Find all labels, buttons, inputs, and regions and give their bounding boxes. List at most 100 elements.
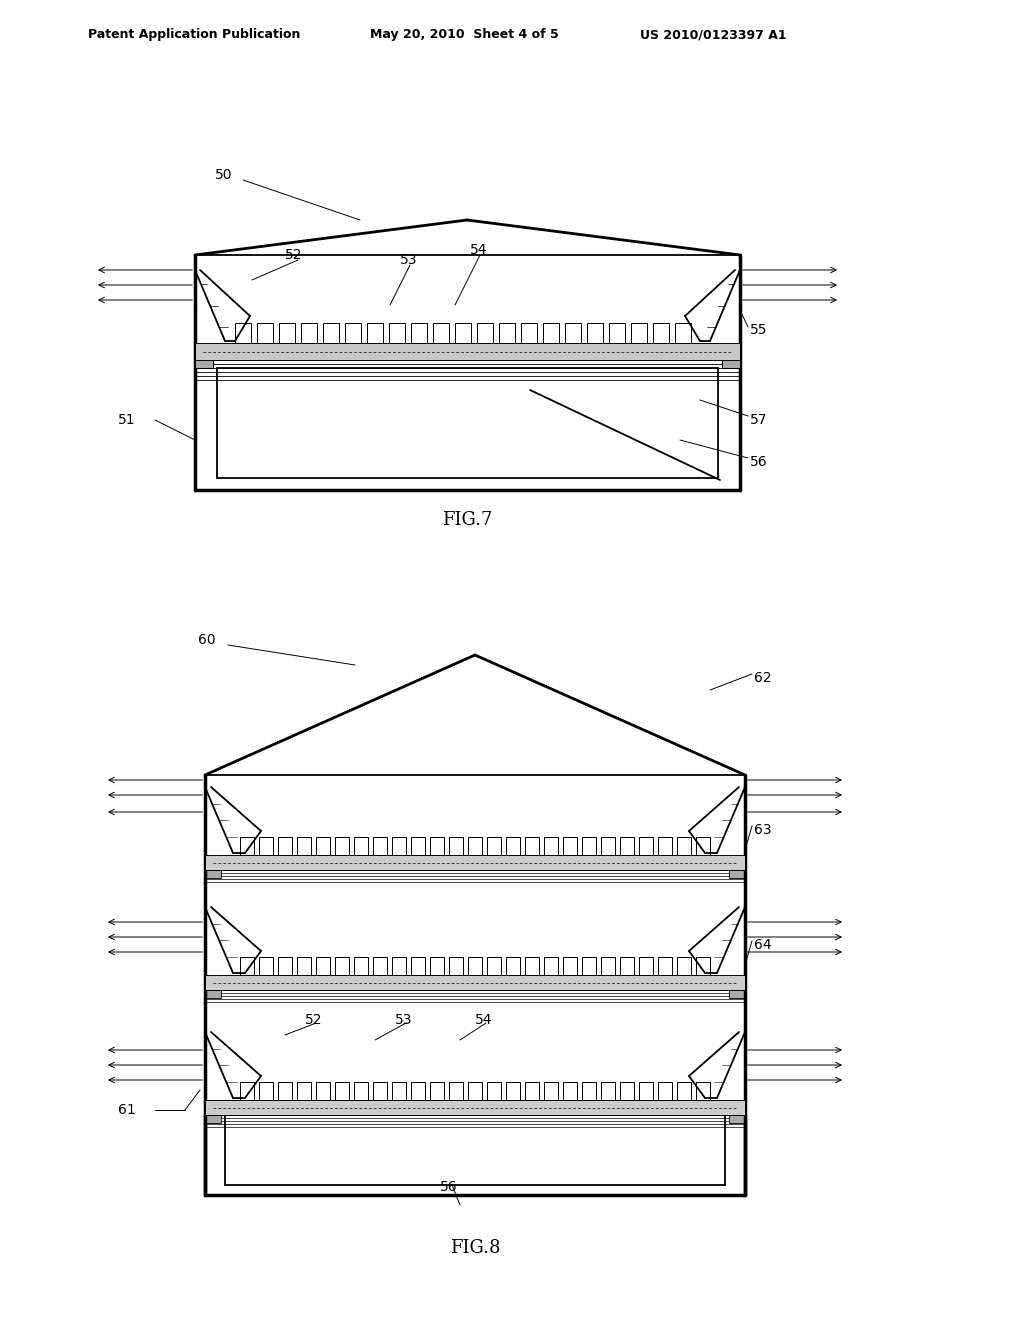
- Bar: [477, 323, 493, 343]
- Text: 50: 50: [215, 168, 232, 182]
- Bar: [675, 323, 691, 343]
- Bar: [257, 323, 273, 343]
- Bar: [468, 957, 482, 975]
- Bar: [729, 979, 745, 998]
- Bar: [563, 957, 577, 975]
- Bar: [392, 957, 406, 975]
- Bar: [301, 323, 317, 343]
- Bar: [433, 323, 449, 343]
- Bar: [609, 323, 625, 343]
- Bar: [525, 1082, 539, 1100]
- Bar: [544, 837, 558, 855]
- Bar: [297, 837, 311, 855]
- Text: US 2010/0123397 A1: US 2010/0123397 A1: [640, 28, 786, 41]
- Bar: [696, 957, 710, 975]
- Text: 63: 63: [754, 822, 772, 837]
- Text: 57: 57: [750, 413, 768, 426]
- Text: 60: 60: [198, 634, 216, 647]
- Bar: [373, 1082, 387, 1100]
- Bar: [205, 1100, 745, 1115]
- Bar: [259, 957, 273, 975]
- Text: FIG.7: FIG.7: [441, 511, 493, 529]
- Bar: [677, 957, 691, 975]
- Bar: [323, 323, 339, 343]
- Bar: [205, 855, 745, 870]
- Bar: [354, 1082, 368, 1100]
- Text: Patent Application Publication: Patent Application Publication: [88, 28, 300, 41]
- Text: 62: 62: [754, 671, 772, 685]
- Bar: [468, 1082, 482, 1100]
- Bar: [506, 1082, 520, 1100]
- Bar: [392, 1082, 406, 1100]
- Bar: [335, 957, 349, 975]
- Bar: [620, 1082, 634, 1100]
- Bar: [240, 957, 254, 975]
- Bar: [240, 1082, 254, 1100]
- Bar: [582, 1082, 596, 1100]
- Bar: [367, 323, 383, 343]
- Text: FIG.8: FIG.8: [450, 1239, 501, 1257]
- Text: May 20, 2010  Sheet 4 of 5: May 20, 2010 Sheet 4 of 5: [370, 28, 559, 41]
- Bar: [455, 323, 471, 343]
- Bar: [565, 323, 581, 343]
- Bar: [658, 957, 672, 975]
- Bar: [601, 1082, 615, 1100]
- Bar: [487, 837, 501, 855]
- Bar: [506, 837, 520, 855]
- Bar: [601, 957, 615, 975]
- Bar: [411, 837, 425, 855]
- Bar: [696, 1082, 710, 1100]
- Bar: [449, 957, 463, 975]
- Bar: [430, 837, 444, 855]
- Bar: [316, 1082, 330, 1100]
- Bar: [392, 837, 406, 855]
- Bar: [582, 837, 596, 855]
- Bar: [449, 837, 463, 855]
- Bar: [205, 1105, 221, 1123]
- Bar: [411, 323, 427, 343]
- Bar: [278, 957, 292, 975]
- Bar: [316, 837, 330, 855]
- Text: 54: 54: [475, 1012, 493, 1027]
- Bar: [653, 323, 669, 343]
- Bar: [411, 1082, 425, 1100]
- Bar: [677, 837, 691, 855]
- Bar: [544, 1082, 558, 1100]
- Bar: [279, 323, 295, 343]
- Text: 61: 61: [118, 1104, 136, 1117]
- Bar: [639, 837, 653, 855]
- Bar: [658, 837, 672, 855]
- Bar: [544, 957, 558, 975]
- Bar: [205, 975, 745, 990]
- Bar: [639, 957, 653, 975]
- Bar: [278, 837, 292, 855]
- Bar: [620, 837, 634, 855]
- Bar: [487, 957, 501, 975]
- Bar: [658, 1082, 672, 1100]
- Bar: [335, 837, 349, 855]
- Bar: [225, 1115, 725, 1185]
- Bar: [373, 957, 387, 975]
- Text: 55: 55: [750, 323, 768, 337]
- Text: 53: 53: [395, 1012, 413, 1027]
- Bar: [316, 957, 330, 975]
- Bar: [345, 323, 361, 343]
- Bar: [587, 323, 603, 343]
- Bar: [195, 348, 213, 368]
- Bar: [259, 1082, 273, 1100]
- Text: 56: 56: [440, 1180, 458, 1195]
- Bar: [373, 837, 387, 855]
- Text: 52: 52: [285, 248, 302, 261]
- Bar: [601, 837, 615, 855]
- Bar: [543, 323, 559, 343]
- Bar: [278, 1082, 292, 1100]
- Bar: [430, 1082, 444, 1100]
- Text: 64: 64: [754, 939, 772, 952]
- Bar: [468, 837, 482, 855]
- Bar: [620, 957, 634, 975]
- Text: 54: 54: [470, 243, 487, 257]
- Bar: [297, 1082, 311, 1100]
- Text: 51: 51: [118, 413, 135, 426]
- Bar: [563, 837, 577, 855]
- Bar: [205, 861, 221, 878]
